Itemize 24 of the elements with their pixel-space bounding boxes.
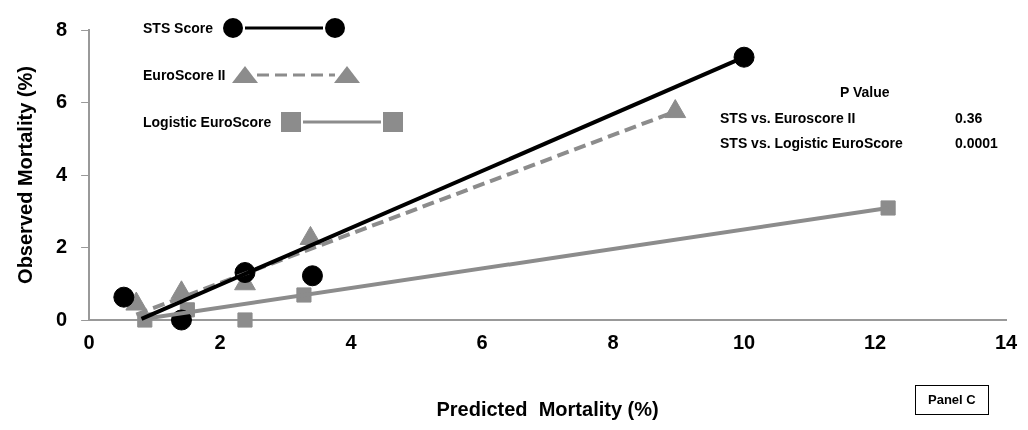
x-tick-label: 14 <box>994 330 1018 353</box>
y-axis-title: Observed Mortality (%) <box>13 66 36 284</box>
x-tick-label: 6 <box>476 330 488 353</box>
x-tick-label: 4 <box>345 330 358 353</box>
legend-label: EuroScore II <box>143 67 226 83</box>
x-tick-label: 8 <box>607 330 619 353</box>
x-tick-label: 0 <box>83 330 95 353</box>
x-tick-label: 10 <box>732 330 756 353</box>
annotation: P Value <box>840 84 890 100</box>
annotation: STS vs. Euroscore II <box>720 110 856 126</box>
y-tick-label: 4 <box>56 162 68 185</box>
legend-label: STS Score <box>143 20 214 36</box>
y-tick-label: 6 <box>56 90 68 113</box>
annotation: STS vs. Logistic EuroScore <box>720 135 903 151</box>
x-tick-label: 2 <box>214 330 226 353</box>
text: Panel C <box>915 385 989 415</box>
x-tick-label: 12 <box>863 330 887 353</box>
annotation: 0.36 <box>955 110 983 126</box>
y-tick-label: 2 <box>56 235 68 258</box>
y-tick-label: 0 <box>56 307 68 330</box>
y-tick-label: 8 <box>56 17 68 40</box>
x-axis-title: Predicted Mortality (%) <box>436 397 659 420</box>
legend-label: Logistic EuroScore <box>143 114 272 130</box>
annotation: 0.0001 <box>955 135 998 151</box>
